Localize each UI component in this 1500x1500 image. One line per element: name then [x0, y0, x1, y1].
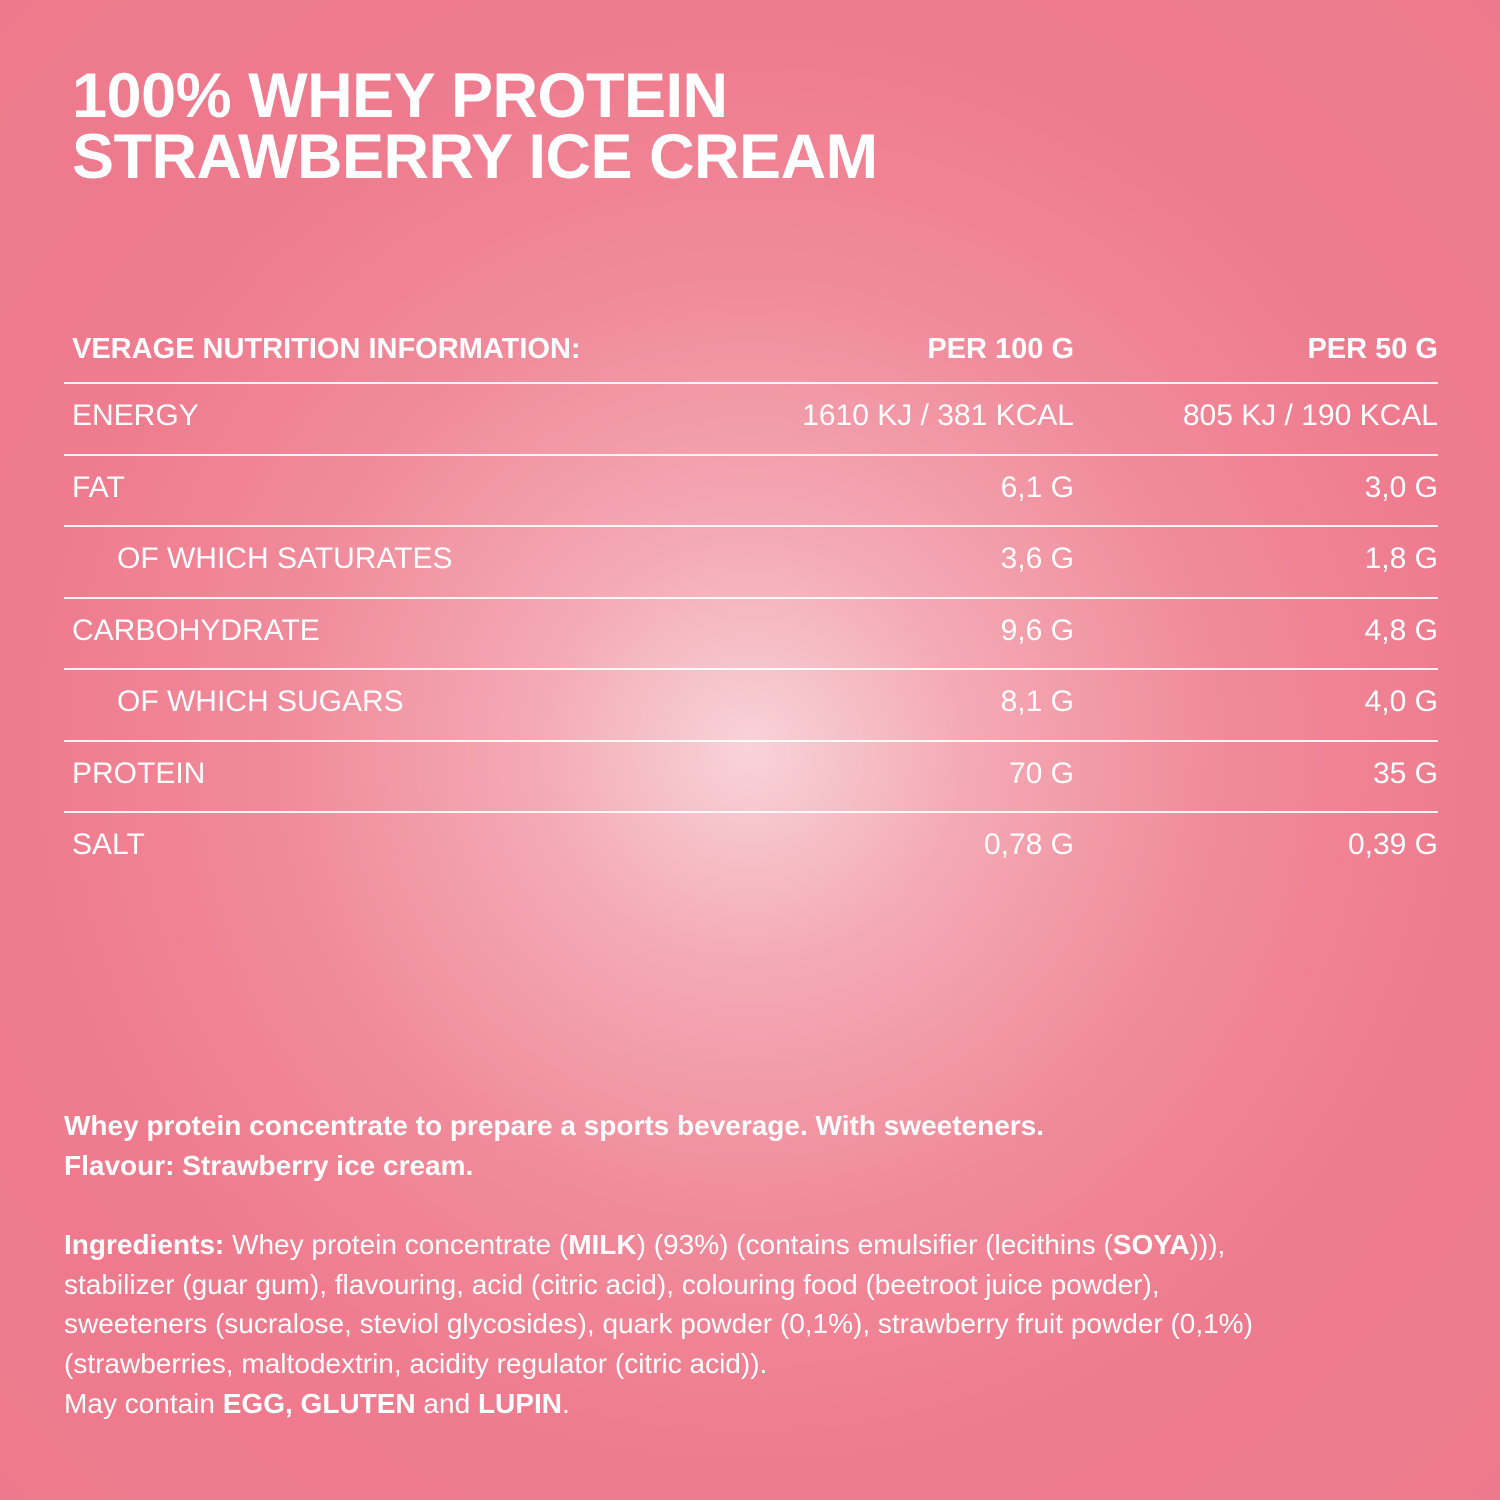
value-per-50g: 1,8 G	[1364, 542, 1438, 575]
ingredient-text: (strawberries, maltodextrin, acidity reg…	[64, 1348, 768, 1380]
product-description: Whey protein concentrate to prepare a sp…	[64, 1106, 1044, 1186]
row-label: OF WHICH SATURATES	[117, 542, 453, 575]
value-per-50g: 35 G	[1372, 756, 1438, 790]
ingredients-line: May contain EGG, GLUTEN and LUPIN.	[64, 1384, 1253, 1424]
value-per-100g: 8,1 G	[1000, 685, 1074, 718]
allergen-bold-text: LUPIN	[477, 1387, 562, 1419]
value-per-50g: 4,8 G	[1364, 613, 1438, 647]
header-label: VERAGE NUTRITION INFORMATION:	[72, 333, 581, 365]
value-per-50g: 0,39 G	[1347, 828, 1438, 861]
allergen-bold-text: SOYA	[1112, 1229, 1190, 1260]
row-label: OF WHICH SUGARS	[117, 685, 404, 718]
value-per-100g: 1610 KJ / 381 KCAL	[802, 399, 1074, 432]
value-per-100g: 6,1 G	[1000, 470, 1074, 504]
table-row: SALT 0,78 G 0,39 G	[64, 813, 1438, 885]
ingredients-line: Ingredients: Whey protein concentrate (M…	[64, 1225, 1253, 1265]
row-label: CARBOHYDRATE	[72, 613, 320, 647]
row-label: ENERGY	[72, 399, 199, 432]
ingredient-text: Whey protein concentrate (	[224, 1229, 569, 1260]
table-row: PROTEIN 70 G 35 G	[64, 742, 1438, 813]
title-line-1: 100% WHEY PROTEIN	[72, 61, 728, 131]
value-per-100g: 3,6 G	[1000, 542, 1074, 575]
table-row: ENERGY 1610 KJ / 381 KCAL 805 KJ / 190 KCA…	[64, 384, 1438, 456]
value-per-100g: 9,6 G	[1000, 613, 1074, 647]
value-per-100g: 70 G	[1008, 756, 1074, 790]
table-row: OF WHICH SATURATES 3,6 G 1,8 G	[64, 527, 1438, 599]
title-line-2: STRAWBERRY ICE CREAM	[72, 122, 878, 192]
header-per-50g: PER 50 G	[1307, 333, 1438, 365]
table-row: FAT 6,1 G 3,0 G	[64, 456, 1438, 527]
ingredient-text: .	[561, 1387, 570, 1419]
ingredient-text: sweeteners (sucralose, steviol glycoside…	[64, 1308, 1253, 1340]
row-label: SALT	[72, 828, 145, 861]
description-line-2: Flavour: Strawberry ice cream.	[64, 1150, 474, 1181]
description-line-1: Whey protein concentrate to prepare a sp…	[64, 1110, 1045, 1141]
header-per-100g: PER 100 G	[927, 333, 1074, 365]
product-title: 100% WHEY PROTEIN STRAWBERRY ICE CREAM	[72, 61, 878, 192]
ingredients-line: (strawberries, maltodextrin, acidity reg…	[64, 1344, 1253, 1384]
table-header: VERAGE NUTRITION INFORMATION: PER 100 G …	[64, 320, 1438, 384]
value-per-100g: 0,78 G	[983, 828, 1074, 861]
ingredient-text: ) (93%) (contains emulsifier (lecithins …	[636, 1229, 1113, 1260]
allergen-bold-text: EGG, GLUTEN	[222, 1387, 416, 1419]
ingredient-text: stabilizer (guar gum), flavouring, acid …	[64, 1268, 1160, 1300]
value-per-50g: 3,0 G	[1364, 470, 1438, 504]
ingredient-text: ))),	[1189, 1229, 1226, 1260]
ingredient-text: May contain	[64, 1387, 223, 1419]
value-per-50g: 805 KJ / 190 KCAL	[1182, 399, 1438, 432]
value-per-50g: 4,0 G	[1364, 685, 1438, 718]
allergen-bold-text: MILK	[568, 1229, 637, 1260]
table-row: OF WHICH SUGARS 8,1 G 4,0 G	[64, 670, 1438, 742]
allergen-bold-text: Ingredients:	[64, 1229, 225, 1260]
table-row: CARBOHYDRATE 9,6 G 4,8 G	[64, 599, 1438, 670]
row-label: PROTEIN	[72, 756, 206, 790]
ingredients-text: Ingredients: Whey protein concentrate (M…	[64, 1225, 1253, 1424]
ingredients-line: stabilizer (guar gum), flavouring, acid …	[64, 1265, 1253, 1305]
row-label: FAT	[72, 470, 125, 504]
nutrition-table: VERAGE NUTRITION INFORMATION: PER 100 G …	[64, 320, 1438, 885]
ingredients-line: sweeteners (sucralose, steviol glycoside…	[64, 1304, 1253, 1344]
ingredient-text: and	[415, 1387, 478, 1419]
